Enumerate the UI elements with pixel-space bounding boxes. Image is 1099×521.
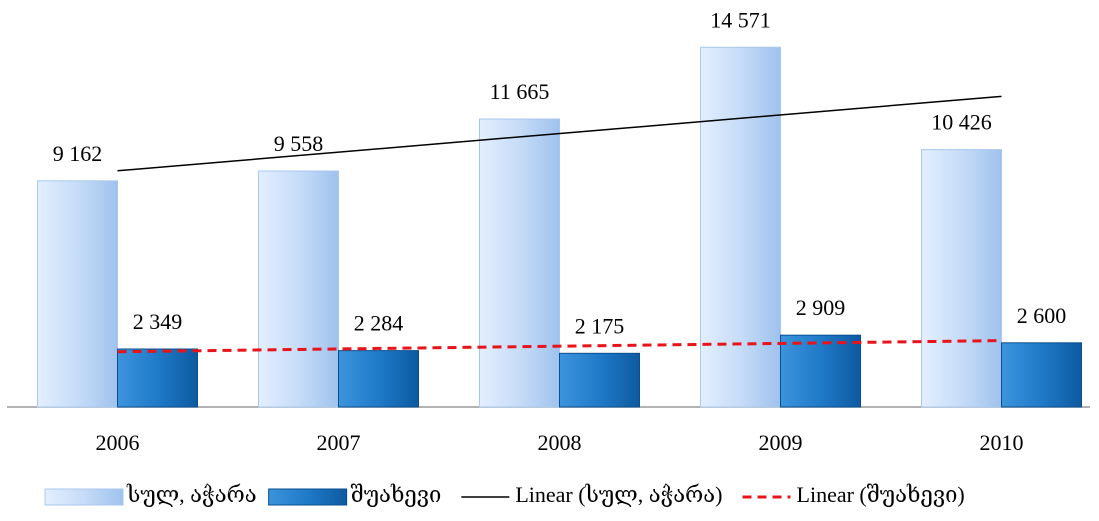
value-label: 9 558 — [274, 131, 324, 156]
value-label: 2 175 — [575, 313, 625, 338]
value-label: 2 349 — [133, 309, 183, 334]
x-tick-label: 2006 — [96, 430, 140, 455]
legend-label: შუახევი — [351, 482, 442, 507]
x-tick-label: 2009 — [759, 430, 803, 455]
bar — [479, 118, 560, 408]
legend-label: Linear (სულ, აჭარა) — [515, 482, 722, 507]
bar — [1001, 342, 1082, 408]
value-label: 2 909 — [796, 295, 846, 320]
bar — [338, 350, 419, 408]
bar — [117, 348, 198, 408]
legend-label: სულ, აჭარა — [126, 482, 257, 507]
trendline — [117, 339, 1002, 354]
value-label: 9 162 — [53, 141, 103, 166]
trendline — [117, 95, 1002, 172]
value-label: 14 571 — [710, 7, 771, 32]
value-label: 2 284 — [354, 311, 404, 336]
value-label: 11 665 — [490, 79, 550, 104]
x-tick-label: 2010 — [980, 430, 1024, 455]
value-label: 2 600 — [1017, 303, 1067, 328]
bar — [258, 170, 339, 408]
legend-swatch — [44, 488, 124, 506]
x-tick-label: 2008 — [538, 430, 582, 455]
value-label: 10 426 — [931, 110, 992, 135]
bar — [780, 334, 861, 408]
bar — [921, 149, 1002, 408]
bar — [37, 180, 118, 408]
legend-label: Linear (შუახევი) — [797, 482, 965, 507]
bar — [700, 46, 781, 408]
legend-swatch — [268, 488, 348, 506]
bar — [559, 352, 640, 408]
x-tick-label: 2007 — [317, 430, 361, 455]
